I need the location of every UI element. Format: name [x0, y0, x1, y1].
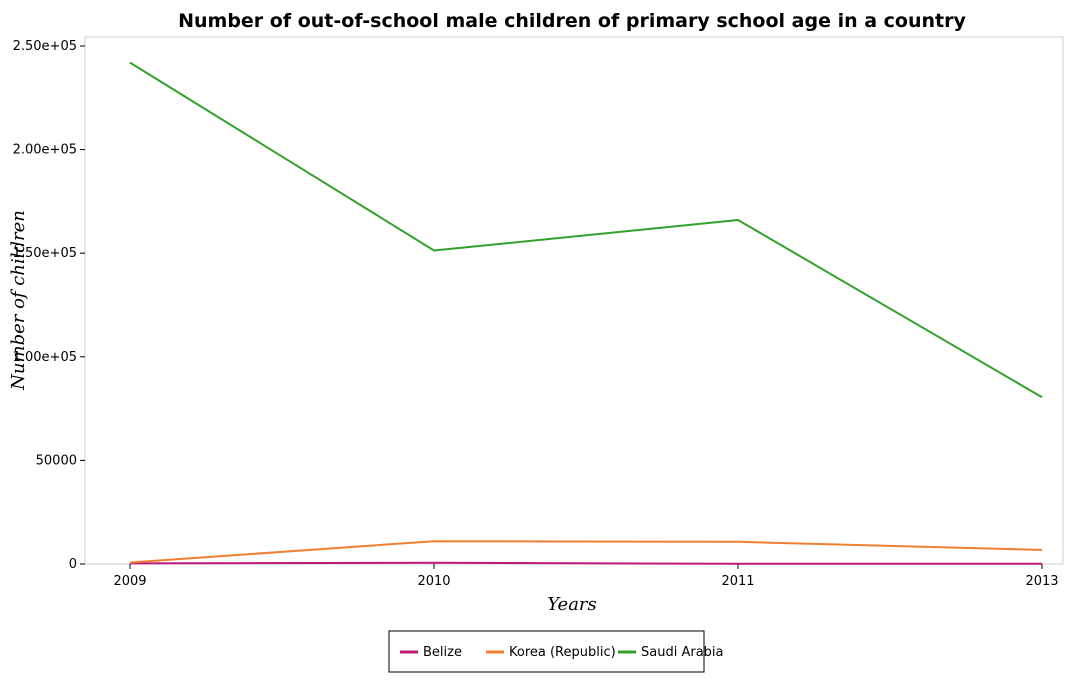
series-line-saudi-arabia	[129, 61, 1043, 399]
x-tick-label: 2013	[1025, 574, 1058, 589]
x-axis-label: Years	[547, 594, 597, 615]
series-line-korea-republic	[129, 540, 1043, 564]
y-tick-label: 0	[69, 557, 77, 572]
x-axis: 2009 2010 2011 2013	[113, 564, 1059, 589]
y-tick-label: 50000	[36, 453, 77, 468]
series-layer	[129, 61, 1043, 565]
legend: Belize Korea (Republic) Saudi Arabia	[388, 630, 724, 673]
plot-area	[84, 36, 1064, 565]
y-tick-label: 1.00e+05	[13, 350, 77, 365]
x-tick-label: 2009	[113, 574, 146, 589]
y-axis: 0 50000 1.00e+05 1.50e+05 2.00e+05 2.50e+05	[13, 39, 85, 572]
legend-label: Korea (Republic)	[509, 645, 616, 660]
x-tick-label: 2010	[417, 574, 450, 589]
series-line-belize	[129, 561, 1042, 565]
y-tick-label: 2.50e+05	[13, 39, 77, 54]
legend-label: Saudi Arabia	[641, 645, 724, 660]
chart-title: Number of out-of-school male children of…	[178, 10, 966, 32]
y-tick-label: 1.50e+05	[13, 246, 77, 261]
legend-label: Belize	[423, 645, 462, 660]
legend-box	[388, 630, 705, 673]
x-tick-label: 2011	[721, 574, 754, 589]
y-axis-label: Number of children	[8, 210, 29, 391]
y-tick-label: 2.00e+05	[13, 143, 77, 158]
